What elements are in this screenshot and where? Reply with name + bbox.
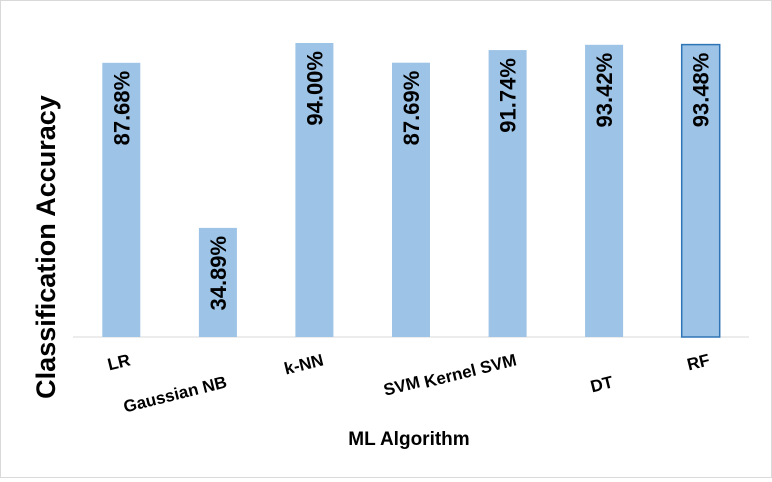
bar-svm: [392, 62, 430, 337]
bar-k-nn: [295, 43, 334, 337]
bar-kernel-svm: [488, 50, 527, 337]
data-label: 93.42%: [592, 53, 617, 128]
bar-gaussian-nb: [198, 227, 237, 337]
data-label: 91.74%: [496, 58, 521, 133]
data-label: 87.68%: [109, 71, 134, 146]
tick-label: k-NN: [282, 350, 325, 378]
y-axis-label: Classification Accuracy: [31, 95, 61, 399]
tick-label: DT: [589, 372, 616, 396]
tick-label: RF: [685, 350, 712, 374]
bar-dt: [585, 44, 624, 338]
tick-label: LR: [106, 350, 133, 374]
data-label: 93.48%: [689, 53, 714, 128]
x-axis-label: ML Algorithm: [348, 429, 469, 450]
data-label: 94.00%: [302, 51, 327, 126]
data-labels-group: 87.68% 34.89% 94.00% 87.69% 91.74% 93.42% 93.4…: [109, 51, 713, 311]
bars-group: [102, 43, 721, 338]
data-label: 34.89%: [206, 236, 231, 311]
bar-lr: [102, 62, 141, 338]
tick-label: Kernel SVM: [422, 350, 518, 391]
bar-rf: [680, 43, 721, 338]
tick-label: SVM: [382, 372, 422, 399]
tick-label: Gaussian NB: [122, 372, 229, 416]
data-label: 87.69%: [399, 71, 424, 146]
